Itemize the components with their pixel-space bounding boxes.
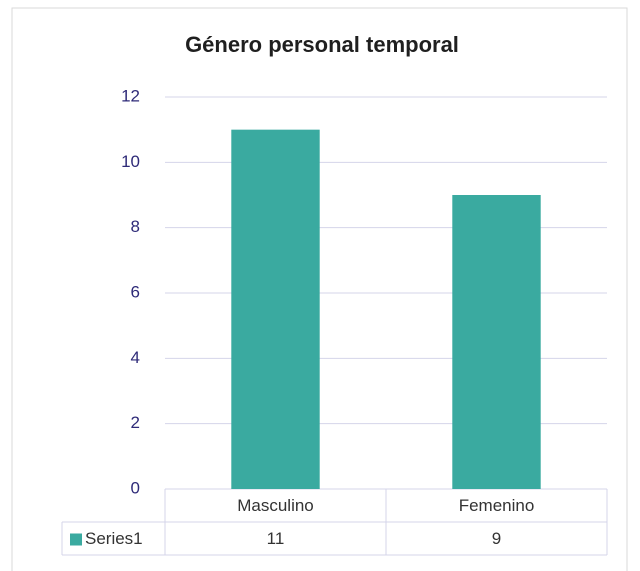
y-tick-label: 2 <box>131 413 140 432</box>
y-tick-label: 12 <box>121 86 140 105</box>
y-tick-label: 6 <box>131 282 140 301</box>
bar <box>231 129 320 489</box>
legend-key <box>70 533 82 546</box>
chart-title: Género personal temporal <box>185 32 459 57</box>
data-table-value: 9 <box>492 529 501 548</box>
bar <box>452 195 541 489</box>
y-tick-label: 10 <box>121 152 140 171</box>
data-table-value: 11 <box>267 529 285 548</box>
y-tick-label: 8 <box>131 217 140 236</box>
x-tick-label: Femenino <box>459 496 535 515</box>
legend-label: Series1 <box>85 529 143 548</box>
y-tick-label: 0 <box>131 478 140 497</box>
y-tick-label: 4 <box>131 348 140 367</box>
x-tick-label: Masculino <box>237 496 314 515</box>
